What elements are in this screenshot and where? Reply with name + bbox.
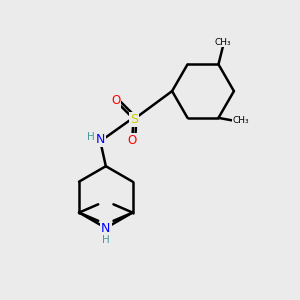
Text: CH₃: CH₃ <box>232 116 249 125</box>
Text: O: O <box>111 94 120 107</box>
Text: N: N <box>101 221 110 235</box>
Text: O: O <box>128 134 137 147</box>
Text: H: H <box>102 236 110 245</box>
Text: CH₃: CH₃ <box>214 38 231 47</box>
Text: S: S <box>130 112 138 126</box>
Text: H: H <box>87 132 94 142</box>
Text: N: N <box>95 133 105 146</box>
